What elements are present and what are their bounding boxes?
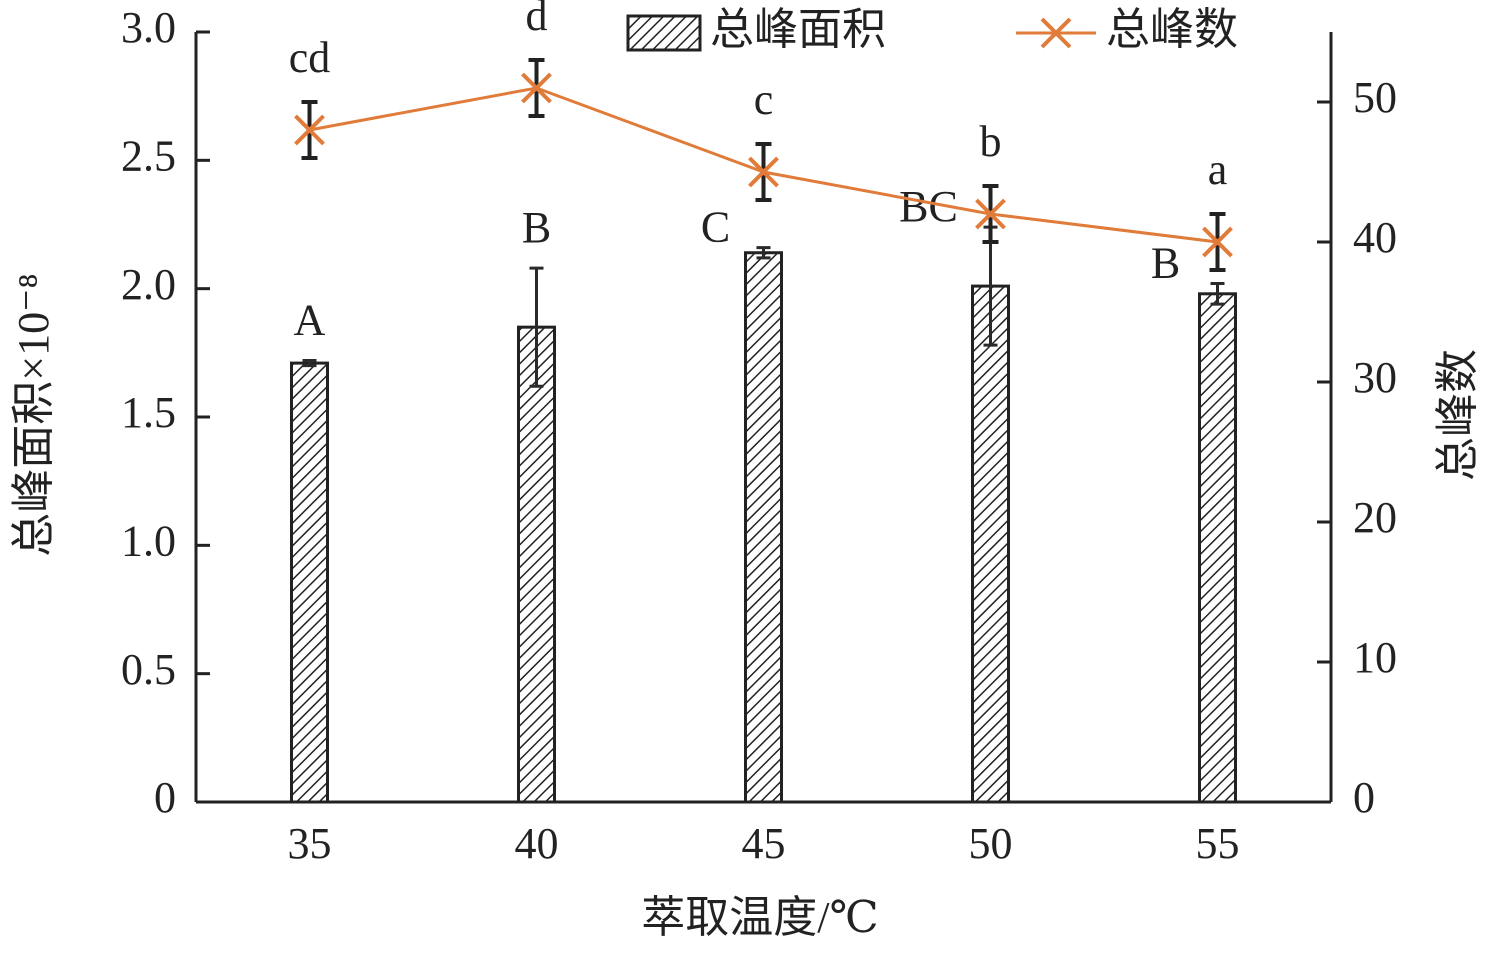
error-bar — [302, 359, 317, 368]
marker — [1202, 226, 1233, 258]
bar — [1198, 292, 1237, 804]
line-letter: a — [1208, 145, 1228, 194]
y-axis-label: 总峰面积×10⁻⁸ — [9, 273, 58, 556]
y-tick-label: 3.0 — [121, 3, 176, 52]
x-tick-label: 55 — [1196, 819, 1240, 868]
x-tick-label: 45 — [742, 819, 786, 868]
error-bar — [1210, 282, 1225, 306]
bar-letter: C — [701, 203, 730, 252]
bar-letter: A — [294, 296, 326, 345]
y-tick-label: 0 — [154, 773, 176, 822]
y2-tick-label: 50 — [1353, 73, 1397, 122]
x-axis-label: 萃取温度/℃ — [641, 893, 878, 942]
marker — [975, 198, 1006, 230]
y2-tick-label: 20 — [1353, 493, 1397, 542]
bar — [290, 361, 329, 804]
marker — [748, 156, 779, 188]
y2-tick-label: 0 — [1353, 773, 1375, 822]
y-tick-label: 2.0 — [121, 260, 176, 309]
legend-swatch — [626, 14, 702, 52]
y2-axis-label: 总峰数 — [1433, 349, 1482, 481]
y-tick-label: 0.5 — [121, 645, 176, 694]
legend-marker — [1040, 17, 1072, 49]
line-letter: c — [754, 75, 774, 124]
line-letter: d — [526, 0, 548, 40]
bar — [744, 251, 783, 804]
y-tick-label: 2.5 — [121, 131, 176, 180]
y2-tick-label: 40 — [1353, 213, 1397, 262]
legend-label: 总峰数 — [1106, 5, 1238, 54]
y2-tick-label: 30 — [1353, 353, 1397, 402]
y2-tick-label: 10 — [1353, 633, 1397, 682]
error-bar — [529, 266, 544, 388]
x-tick-label: 50 — [969, 819, 1013, 868]
line-letter: cd — [289, 33, 331, 82]
error-bar — [756, 246, 771, 260]
bar-letter: B — [522, 203, 551, 252]
marker — [521, 72, 552, 104]
y-tick-label: 1.0 — [121, 516, 176, 565]
legend-label: 总峰面积 — [710, 5, 886, 54]
bar-letter: B — [1151, 239, 1180, 288]
marker — [294, 114, 325, 146]
line-letter: b — [980, 117, 1002, 166]
y-tick-label: 1.5 — [121, 388, 176, 437]
x-tick-label: 35 — [288, 819, 332, 868]
bar — [971, 284, 1010, 804]
bar — [517, 325, 556, 804]
x-tick-label: 40 — [515, 819, 559, 868]
